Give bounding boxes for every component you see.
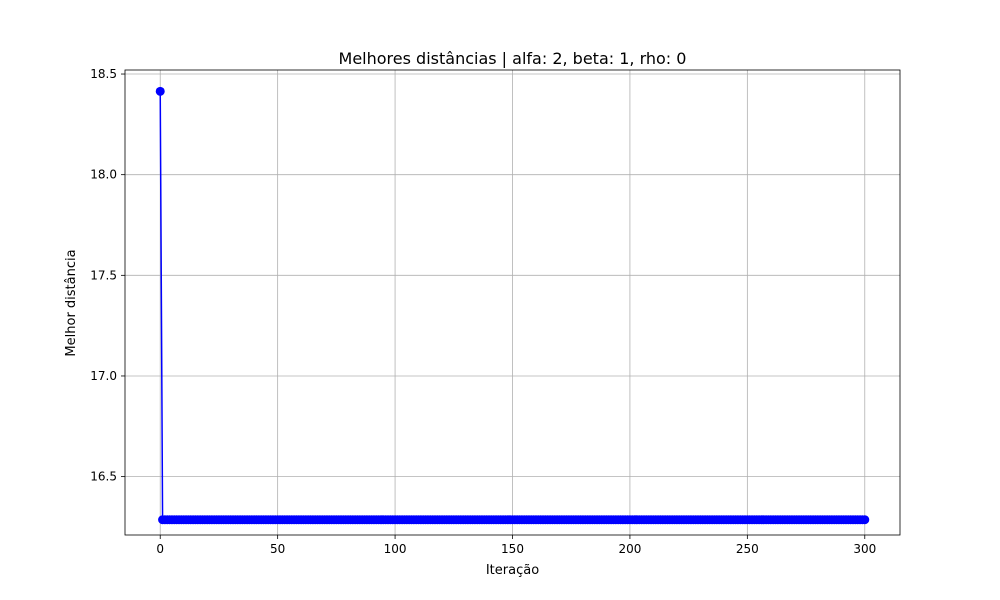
- y-axis-label: Melhor distância: [64, 249, 79, 356]
- y-tick-label: 18.0: [90, 168, 117, 182]
- grid-layer: [125, 70, 900, 535]
- ticks-layer: 0 50 100 150 200 250 300 16.5 17.0 17.5 18.0 18.5: [90, 67, 876, 556]
- data-point: [155, 86, 165, 96]
- x-axis-label: Iteração: [486, 563, 539, 578]
- x-tick-label: 0: [156, 542, 164, 556]
- data-point: [860, 515, 870, 525]
- x-tick-label: 250: [736, 542, 759, 556]
- x-tick-label: 150: [501, 542, 524, 556]
- series-layer: [155, 86, 870, 525]
- chart-title: Melhores distâncias | alfa: 2, beta: 1, …: [339, 49, 687, 68]
- x-tick-label: 100: [384, 542, 407, 556]
- y-tick-label: 18.5: [90, 67, 117, 81]
- y-tick-label: 17.0: [90, 369, 117, 383]
- y-tick-label: 17.5: [90, 268, 117, 282]
- x-tick-label: 300: [853, 542, 876, 556]
- y-tick-label: 16.5: [90, 470, 117, 484]
- x-tick-label: 200: [618, 542, 641, 556]
- x-tick-label: 50: [270, 542, 285, 556]
